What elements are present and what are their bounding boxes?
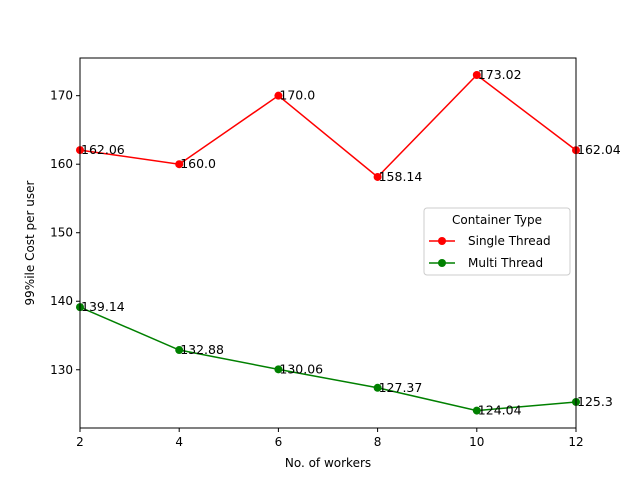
legend-title: Container Type xyxy=(452,213,542,227)
y-axis-label: 99%ile Cost per user xyxy=(23,180,37,305)
data-label-multi-thread: 125.3 xyxy=(577,394,613,409)
plot-area: 162.06 160.0 170.0 158.14 173.02 162.04 139.14… xyxy=(76,67,621,418)
legend-marker-single-thread xyxy=(438,237,446,245)
data-point-single-thread xyxy=(274,91,283,100)
x-tick-label: 2 xyxy=(76,435,84,449)
data-label-single-thread: 162.04 xyxy=(577,142,621,157)
data-label-multi-thread: 130.06 xyxy=(279,361,323,376)
data-label-single-thread: 173.02 xyxy=(478,67,522,82)
y-tick-label: 140 xyxy=(50,294,73,308)
data-point-single-thread xyxy=(472,70,481,79)
data-label-single-thread: 162.06 xyxy=(81,142,125,157)
y-axis: 130 140 150 160 170 xyxy=(50,89,80,377)
data-label-multi-thread: 132.88 xyxy=(180,342,224,357)
series-line-single-thread xyxy=(79,73,577,178)
x-tick-label: 8 xyxy=(374,435,382,449)
x-tick-label: 12 xyxy=(568,435,583,449)
data-point-multi-thread xyxy=(472,406,481,415)
x-tick-label: 4 xyxy=(175,435,183,449)
legend-box xyxy=(423,207,571,276)
legend-marker-multi-thread xyxy=(438,259,446,267)
data-label-single-thread: 160.0 xyxy=(180,156,216,171)
x-tick-label: 6 xyxy=(275,435,283,449)
x-axis: 2 4 6 8 10 12 xyxy=(76,428,584,449)
y-tick-label: 170 xyxy=(50,89,73,103)
axes-frame xyxy=(79,57,577,429)
data-label-single-thread: 158.14 xyxy=(379,169,423,184)
data-point-single-thread xyxy=(175,160,184,169)
data-label-single-thread: 170.0 xyxy=(279,88,315,103)
legend: Container Type Single Thread Multi Threa… xyxy=(423,207,571,276)
data-point-multi-thread xyxy=(175,346,184,355)
series-line-multi-thread xyxy=(79,306,577,412)
y-tick-label: 160 xyxy=(50,157,73,171)
data-point-single-thread xyxy=(373,172,382,181)
x-axis-label: No. of workers xyxy=(285,456,371,470)
data-label-multi-thread: 124.04 xyxy=(478,403,522,418)
data-label-multi-thread: 127.37 xyxy=(379,380,423,395)
y-tick-label: 150 xyxy=(50,226,73,240)
x-tick-label: 10 xyxy=(469,435,484,449)
data-point-multi-thread xyxy=(274,365,283,374)
legend-label-multi-thread: Multi Thread xyxy=(468,256,543,270)
y-tick-label: 130 xyxy=(50,363,73,377)
legend-label-single-thread: Single Thread xyxy=(468,234,551,248)
data-point-multi-thread xyxy=(373,383,382,392)
data-label-multi-thread: 139.14 xyxy=(81,299,125,314)
